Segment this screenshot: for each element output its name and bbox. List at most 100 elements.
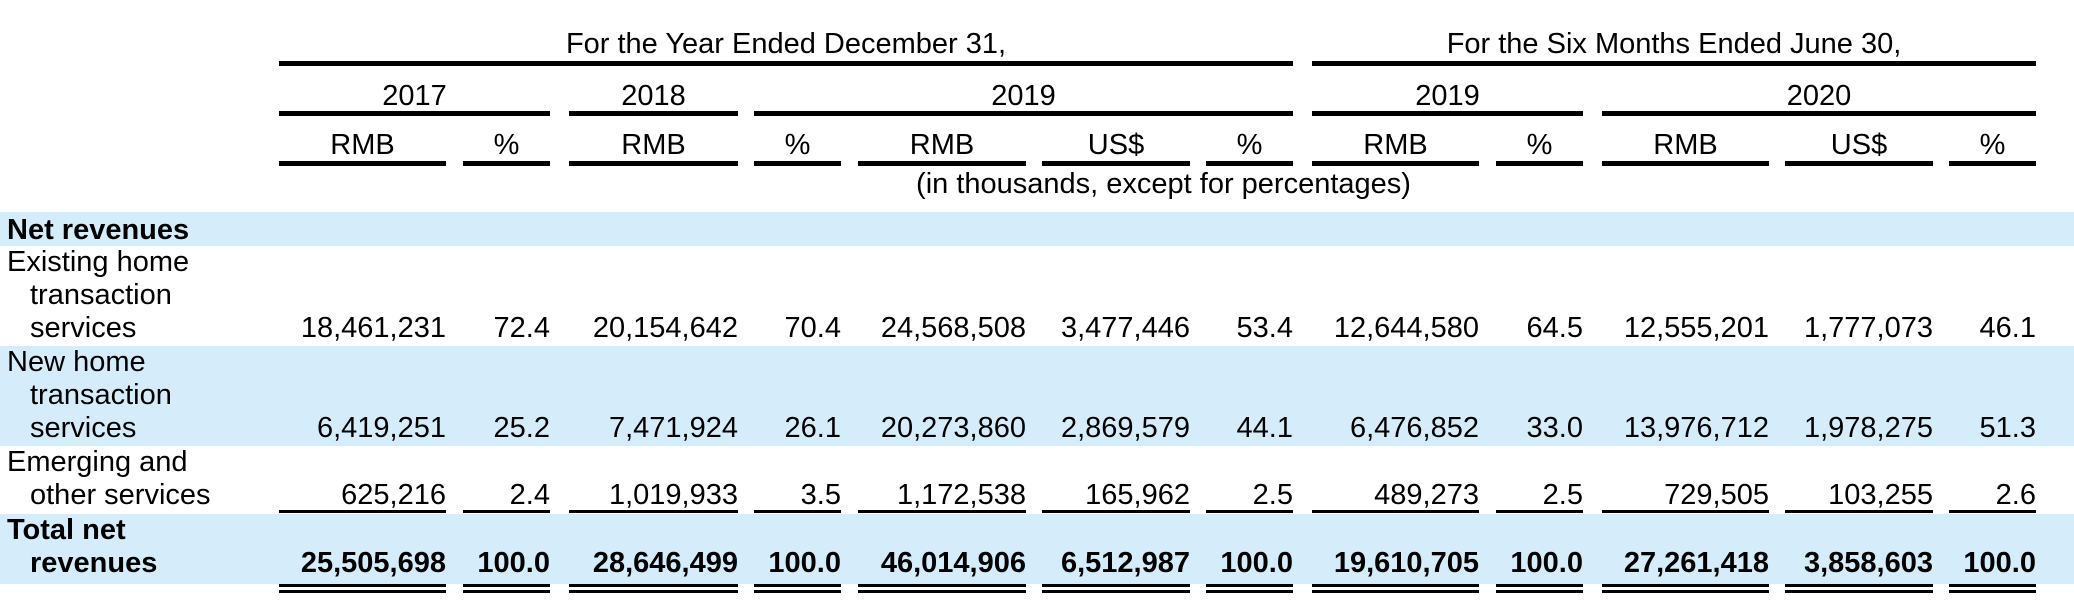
cell-value: 25.2 (493, 412, 550, 444)
group-header-rule (279, 61, 1293, 66)
total-double-rule-top (569, 584, 738, 587)
units-note: (in thousands, except for percentages) (916, 168, 1411, 200)
year-header: 2019 (1415, 80, 1480, 112)
cell-value: 13,976,712 (1623, 412, 1769, 444)
total-double-rule-top (1206, 584, 1293, 587)
column-header: RMB (330, 129, 395, 161)
column-header: RMB (909, 129, 975, 161)
cell-value: 24,568,508 (880, 312, 1026, 344)
cell-value: 489,273 (1374, 479, 1479, 511)
cell-value: 100.0 (1220, 547, 1293, 579)
column-header-rule (569, 161, 738, 166)
cell-value: 12,555,201 (1623, 312, 1769, 344)
column-header: US$ (1087, 129, 1145, 161)
cell-value: 100.0 (1510, 547, 1583, 579)
column-header: RMB (621, 129, 686, 161)
subtotal-rule (1042, 510, 1190, 513)
total-double-rule-top (1602, 584, 1769, 587)
row-label: revenues (30, 547, 158, 579)
cell-value: 3.5 (800, 479, 841, 511)
year-header-rule (569, 111, 738, 116)
column-header-rule (1785, 161, 1933, 166)
cell-value: 165,962 (1085, 479, 1190, 511)
cell-value: 64.5 (1526, 312, 1583, 344)
cell-value: 6,419,251 (316, 412, 446, 444)
group-header-year: For the Year Ended December 31, (565, 28, 1007, 60)
cell-value: 2.6 (1995, 479, 2036, 511)
total-double-rule-bottom (1949, 590, 2036, 593)
year-header: 2017 (382, 80, 447, 112)
cell-value: 26.1 (784, 412, 841, 444)
cell-value: 19,610,705 (1333, 547, 1479, 579)
total-double-rule-top (1949, 584, 2036, 587)
year-header: 2019 (991, 80, 1056, 112)
cell-value: 2.5 (1542, 479, 1583, 511)
total-double-rule-top (279, 584, 446, 587)
column-header: % (1236, 129, 1263, 161)
row-label: Total net (7, 514, 126, 546)
total-double-rule-top (463, 584, 550, 587)
column-header: % (784, 129, 811, 161)
column-header-rule (279, 161, 446, 166)
column-header-rule (463, 161, 550, 166)
year-header-rule (1602, 111, 2036, 116)
cell-value: 729,505 (1664, 479, 1769, 511)
total-double-rule-top (858, 584, 1026, 587)
total-double-rule-bottom (1206, 590, 1293, 593)
column-header-rule (1496, 161, 1583, 166)
cell-value: 27,261,418 (1623, 547, 1769, 579)
total-double-rule-bottom (858, 590, 1026, 593)
cell-value: 28,646,499 (592, 547, 738, 579)
year-header: 2020 (1786, 80, 1852, 112)
cell-value: 25,505,698 (300, 547, 446, 579)
total-double-rule-top (1042, 584, 1190, 587)
cell-value: 46,014,906 (880, 547, 1026, 579)
cell-value: 2.4 (509, 479, 550, 511)
subtotal-rule (569, 510, 738, 513)
cell-value: 100.0 (768, 547, 841, 579)
cell-value: 46.1 (1979, 312, 2036, 344)
cell-value: 72.4 (493, 312, 550, 344)
cell-value: 100.0 (477, 547, 550, 579)
row-label: services (30, 412, 137, 444)
subtotal-rule (279, 510, 446, 513)
cell-value: 20,154,642 (592, 312, 738, 344)
cell-value: 70.4 (784, 312, 841, 344)
subtotal-rule (858, 510, 1026, 513)
column-header-rule (858, 161, 1026, 166)
cell-value: 1,777,073 (1803, 312, 1933, 344)
column-header-rule (1602, 161, 1769, 166)
cell-value: 3,477,446 (1060, 312, 1190, 344)
group-header-rule (1312, 61, 2036, 66)
row-band (0, 514, 2074, 584)
year-header-rule (1312, 111, 1583, 116)
cell-value: 44.1 (1236, 412, 1293, 444)
subtotal-rule (1602, 510, 1769, 513)
subtotal-rule (1206, 510, 1293, 513)
total-double-rule-bottom (1042, 590, 1190, 593)
cell-value: 53.4 (1236, 312, 1293, 344)
column-header: % (493, 129, 520, 161)
total-double-rule-bottom (463, 590, 550, 593)
cell-value: 103,255 (1828, 479, 1933, 511)
total-double-rule-bottom (569, 590, 738, 593)
cell-value: 6,512,987 (1060, 547, 1190, 579)
row-label: transaction (30, 279, 172, 311)
column-header-rule (754, 161, 841, 166)
total-double-rule-top (754, 584, 841, 587)
year-header-rule (754, 111, 1293, 116)
total-double-rule-bottom (1785, 590, 1933, 593)
column-header-rule (1206, 161, 1293, 166)
cell-value: 100.0 (1963, 547, 2036, 579)
row-label: services (30, 312, 137, 344)
row-band (0, 212, 2074, 246)
section-label-net-revenues: Net revenues (7, 214, 190, 246)
column-header: RMB (1363, 129, 1428, 161)
row-band (0, 346, 2074, 446)
column-header: RMB (1653, 129, 1718, 161)
column-header: % (1979, 129, 2006, 161)
cell-value: 2.5 (1252, 479, 1293, 511)
column-header-rule (1042, 161, 1190, 166)
subtotal-rule (754, 510, 841, 513)
